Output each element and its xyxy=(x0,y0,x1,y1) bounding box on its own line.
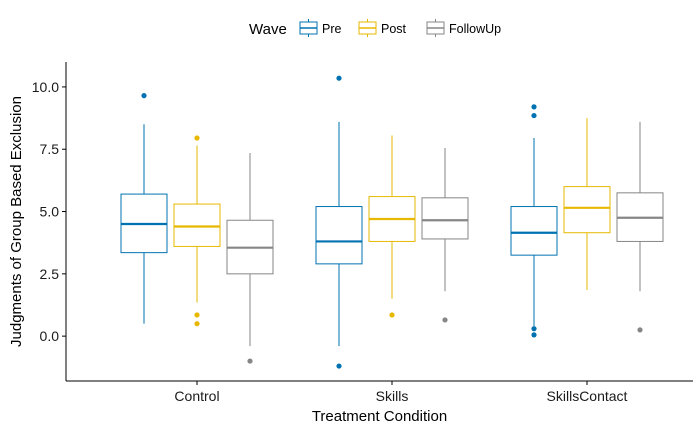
iqr-box xyxy=(315,206,363,265)
legend: Wave Pre Post FollowUp xyxy=(249,19,501,38)
box-pre-control xyxy=(120,93,168,324)
iqr-box xyxy=(421,197,469,240)
x-tick-label: Skills xyxy=(376,388,409,404)
plot-area xyxy=(120,75,664,369)
outlier-point xyxy=(336,363,342,369)
outlier-point xyxy=(531,326,537,332)
box-post-skillscontact xyxy=(563,118,611,291)
x-tick-label: SkillsContact xyxy=(547,388,628,404)
legend-label: Post xyxy=(381,22,407,36)
outlier-point xyxy=(637,327,643,333)
iqr-box xyxy=(173,203,221,247)
legend-item-post: Post xyxy=(358,19,407,37)
y-tick-label: 0.0 xyxy=(40,328,60,344)
axes: 0.0 2.5 5.0 7.5 10.0 Control Skills SkillsConta… xyxy=(32,62,693,404)
y-tick-label: 5.0 xyxy=(40,204,60,220)
outlier-point xyxy=(531,332,537,338)
x-axis-title: Treatment Condition xyxy=(312,408,447,425)
outlier-point xyxy=(531,112,537,119)
outlier-point xyxy=(442,317,448,323)
box-pre-skillscontact xyxy=(510,104,558,338)
legend-item-followup: FollowUp xyxy=(426,19,501,37)
y-tick-label: 10.0 xyxy=(32,79,59,95)
y-tick-label: 2.5 xyxy=(40,266,60,282)
box-post-control xyxy=(173,135,221,327)
y-axis-title: Judgments of Group Based Exclusion xyxy=(8,96,25,347)
outlier-point xyxy=(531,104,537,110)
outlier-point xyxy=(194,135,200,141)
outlier-point xyxy=(389,312,395,318)
outlier-point xyxy=(141,93,147,99)
legend-label: FollowUp xyxy=(449,22,501,36)
box-pre-skills xyxy=(315,75,363,369)
box-post-skills xyxy=(368,135,416,318)
legend-label: Pre xyxy=(322,22,342,36)
series-followup xyxy=(226,121,664,364)
outlier-point xyxy=(194,312,200,318)
outlier-point xyxy=(247,358,253,364)
box-followup-skills xyxy=(421,147,469,323)
x-tick-label: Control xyxy=(174,388,219,404)
series-pre xyxy=(120,75,558,369)
box-followup-control xyxy=(226,152,274,364)
iqr-box xyxy=(563,186,611,234)
outlier-point xyxy=(336,75,342,81)
outlier-point xyxy=(194,321,200,327)
box-followup-skillscontact xyxy=(616,121,664,333)
legend-title: Wave xyxy=(249,21,287,38)
legend-item-pre: Pre xyxy=(299,19,342,37)
y-tick-label: 7.5 xyxy=(40,141,60,157)
iqr-box xyxy=(510,206,558,256)
series-post xyxy=(173,118,611,327)
